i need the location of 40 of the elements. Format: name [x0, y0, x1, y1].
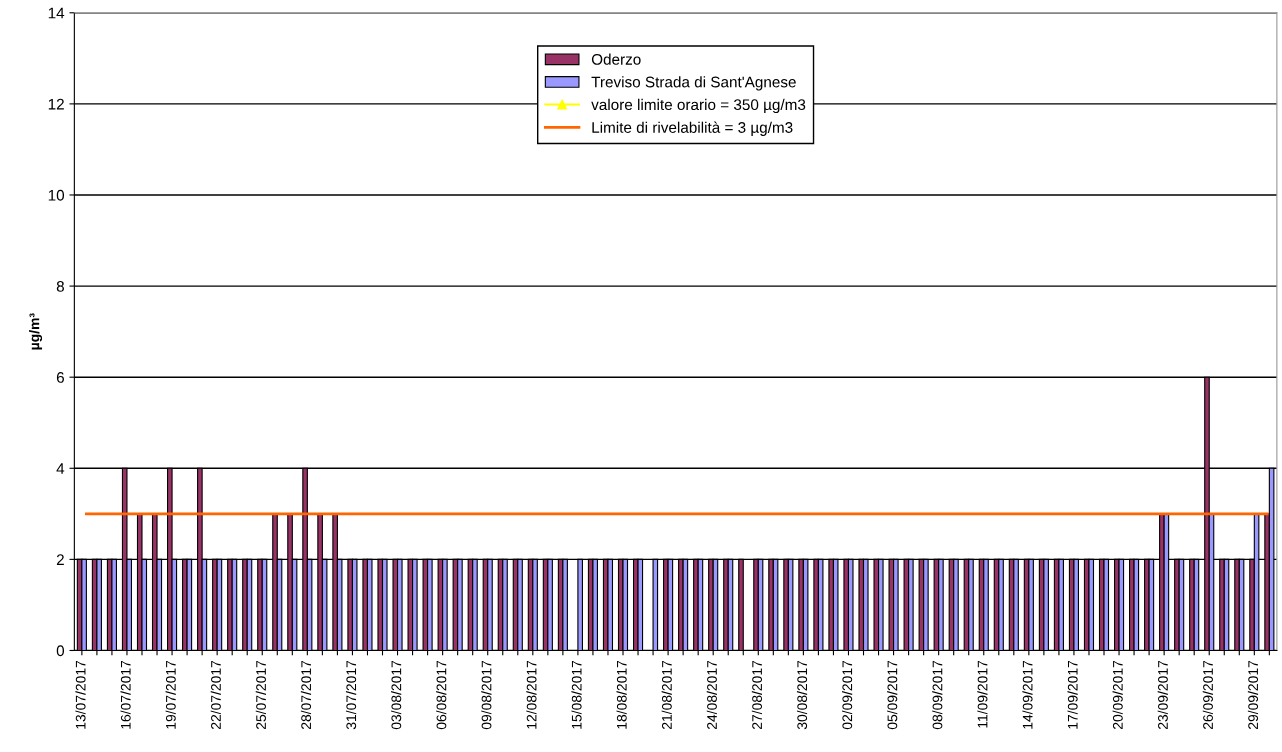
x-tick-label: 21/08/2017: [661, 660, 672, 730]
x-tick-label: 06/08/2017: [436, 660, 447, 730]
x-tick-label: 18/08/2017: [616, 660, 627, 729]
x-tick-label: 11/09/2017: [977, 660, 988, 728]
x-tick-label: 20/09/2017: [1112, 660, 1123, 730]
legend-label: Limite di rivelabilità = 3 µg/m3: [592, 121, 793, 136]
x-tick-label: 13/07/2017: [75, 660, 86, 729]
x-tick-label: 03/08/2017: [391, 660, 402, 730]
y-tick-label: 14: [48, 7, 65, 19]
x-tick-label: 30/08/2017: [796, 660, 808, 730]
x-tick-label: 08/09/2017: [932, 660, 943, 730]
y-tick-label: 10: [48, 189, 65, 201]
x-tick-label: 26/09/2017: [1202, 660, 1213, 730]
x-tick-label: 27/08/2017: [751, 660, 763, 730]
x-tick-label: 25/07/2017: [255, 660, 266, 730]
x-tick-label: 31/07/2017: [345, 660, 357, 730]
y-tick-label: 2: [56, 554, 64, 565]
x-tick-label: 29/09/2017: [1247, 660, 1259, 730]
y-tick-label: 6: [56, 372, 64, 383]
legend-label: Oderzo: [591, 53, 641, 65]
x-tick-label: 23/09/2017: [1157, 660, 1168, 730]
x-tick-label: 09/08/2017: [481, 660, 492, 730]
x-tick-label: 16/07/2017: [120, 660, 131, 729]
y-tick-label: 0: [56, 645, 65, 657]
y-axis-title: µg/m³: [29, 313, 43, 350]
x-tick-label: 02/09/2017: [842, 660, 853, 730]
legend-label: valore limite orario = 350 µg/m3: [591, 98, 806, 114]
x-tick-label: 28/07/2017: [300, 660, 312, 730]
x-tick-label: 15/08/2017: [571, 660, 582, 729]
x-tick-label: 05/09/2017: [887, 660, 898, 730]
x-tick-label: 24/08/2017: [706, 660, 717, 730]
x-tick-label: 19/07/2017: [165, 660, 176, 729]
y-tick-label: 8: [56, 280, 64, 292]
x-tick-label: 17/09/2017: [1067, 660, 1078, 729]
legend-label: Treviso Strada di Sant'Agnese: [591, 76, 796, 91]
y-tick-label: 12: [48, 98, 64, 110]
x-tick-label: 22/07/2017: [210, 660, 221, 730]
y-tick-label: 4: [56, 463, 65, 474]
x-tick-label: 14/09/2017: [1022, 660, 1033, 729]
x-tick-label: 12/08/2017: [526, 660, 537, 729]
